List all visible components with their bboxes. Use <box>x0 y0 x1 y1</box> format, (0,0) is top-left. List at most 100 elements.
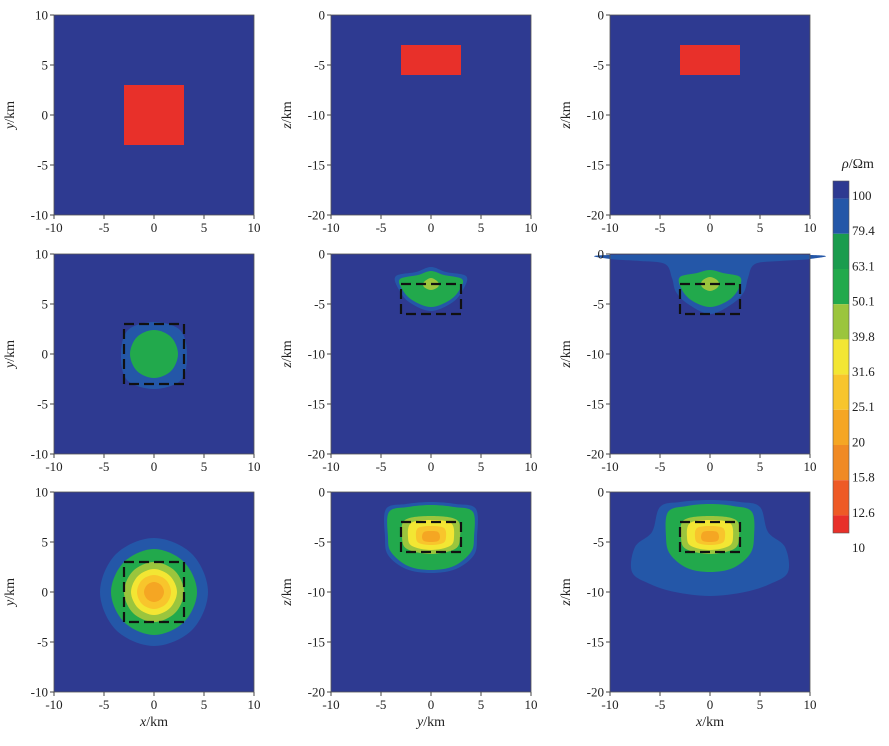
true-model-outline <box>678 282 742 316</box>
contour-level-20 <box>144 582 164 602</box>
colorbar-bin <box>833 339 849 375</box>
x-axis-unit: /km <box>423 715 445 730</box>
x-tick-label: 10 <box>804 220 817 235</box>
x-tick-label: -5 <box>655 459 666 474</box>
panel-r1c3: -10 -5 0 5 10 0 -5 -10 -15 -20 z/km <box>559 8 817 236</box>
x-tick-label: 5 <box>757 697 764 712</box>
y-axis-unit: /km <box>559 340 574 362</box>
y-tick-label: -15 <box>308 397 325 412</box>
y-axis-label: z/km <box>280 101 295 129</box>
colorbar-tick-label: 25.1 <box>852 399 875 414</box>
x-tick-label: -10 <box>45 459 62 474</box>
colorbar-tick-label: 31.6 <box>852 364 875 379</box>
y-tick-label: 5 <box>42 58 49 73</box>
contour-level-20 <box>701 531 719 542</box>
colorbar-tick-label: 15.8 <box>852 470 875 485</box>
y-tick-label: -5 <box>37 635 48 650</box>
y-axis-unit: /km <box>559 101 574 123</box>
colorbar-bin <box>833 269 849 305</box>
x-axis-variable: x <box>139 715 147 730</box>
y-tick-label: -10 <box>308 585 325 600</box>
x-tick-label: -5 <box>376 220 387 235</box>
y-tick-label: 5 <box>42 535 49 550</box>
true-model-outline <box>122 322 186 386</box>
y-tick-label: -5 <box>37 397 48 412</box>
panel-grid: -10 -5 0 5 10 10 5 0 -5 -10 y/km -10 -5 0 5 10 0 -5 -10 -15… <box>3 8 826 731</box>
x-tick-label: 10 <box>525 459 538 474</box>
x-axis-label: x/km <box>695 715 724 730</box>
x-tick-label: -5 <box>99 459 110 474</box>
anomaly-block <box>401 45 461 75</box>
x-tick-label: -10 <box>601 220 618 235</box>
y-axis-variable: y <box>3 599 18 608</box>
panel-r1c2: -10 -5 0 5 10 0 -5 -10 -15 -20 z/km <box>280 8 538 236</box>
x-tick-label: 0 <box>707 697 714 712</box>
colorbar-tick-labels: 100 79.4 63.1 50.1 39.8 31.6 25.1 20 15.8 12.6 10 <box>852 188 875 555</box>
colorbar-bin <box>833 374 849 410</box>
y-tick-label: -10 <box>587 108 604 123</box>
true-model-outline <box>399 520 463 554</box>
x-tick-label: -5 <box>376 459 387 474</box>
y-tick-label: 5 <box>42 297 49 312</box>
x-axis-label: x/km <box>139 715 168 730</box>
y-axis-label: y/km <box>3 578 18 608</box>
colorbar-bin <box>833 304 849 340</box>
x-axis-variable: y <box>415 715 424 730</box>
y-axis-unit: /km <box>280 101 295 123</box>
colorbar-tick-label: 39.8 <box>852 329 875 344</box>
y-axis-label: z/km <box>280 340 295 368</box>
y-tick-label: 10 <box>35 8 48 23</box>
colorbar-tick-label: 79.4 <box>852 223 875 238</box>
x-tick-label: -10 <box>45 220 62 235</box>
x-tick-label: -10 <box>322 220 339 235</box>
x-tick-label: 5 <box>201 220 208 235</box>
colorbar-frame <box>832 180 850 534</box>
colorbar-bins <box>832 180 850 534</box>
true-model-outline <box>678 520 742 554</box>
y-axis-unit: /km <box>559 578 574 600</box>
y-tick-label: -20 <box>308 208 325 223</box>
x-tick-label: -10 <box>601 459 618 474</box>
x-tick-label: 0 <box>428 697 435 712</box>
y-axis-variable: z <box>559 123 574 130</box>
y-tick-label: -15 <box>308 635 325 650</box>
panel-r3c2: -10 -5 0 5 100-5-10-15-20z/kmy/km <box>280 485 538 731</box>
y-tick-label: -20 <box>308 685 325 700</box>
colorbar-tick-label: 100 <box>852 188 872 203</box>
y-tick-label: -10 <box>587 347 604 362</box>
y-axis-label: z/km <box>559 340 574 368</box>
y-axis-label: y/km <box>3 101 18 131</box>
y-tick-label: 0 <box>598 247 605 262</box>
x-tick-label: -10 <box>322 697 339 712</box>
y-tick-label: -10 <box>308 347 325 362</box>
y-tick-label: -10 <box>308 108 325 123</box>
x-tick-label: 5 <box>757 220 764 235</box>
y-tick-label: -5 <box>593 58 604 73</box>
colorbar-tick-label: 50.1 <box>852 294 875 309</box>
y-tick-label: 0 <box>598 485 605 500</box>
y-tick-label: -5 <box>314 535 325 550</box>
y-tick-label: -5 <box>593 297 604 312</box>
x-tick-label: -10 <box>322 459 339 474</box>
y-tick-label: 0 <box>42 108 49 123</box>
y-tick-label: -10 <box>31 447 48 462</box>
colorbar-bin <box>833 181 849 199</box>
colorbar-bin <box>833 445 849 481</box>
x-tick-label: -5 <box>99 220 110 235</box>
y-axis-variable: z <box>559 600 574 607</box>
true-model-outline <box>122 560 186 624</box>
panel-r3c3: -10 -5 0 5 100-5-10-15-20z/kmx/km <box>559 485 817 731</box>
x-tick-label: 5 <box>478 220 485 235</box>
y-tick-label: 0 <box>42 585 49 600</box>
colorbar-bin <box>833 409 849 445</box>
x-tick-label: 10 <box>804 697 817 712</box>
y-tick-label: -5 <box>593 535 604 550</box>
x-tick-label: 5 <box>478 459 485 474</box>
panel-r2c3: -10 -5 0 5 10 0 -5 -10 -15 -20 z/km <box>559 247 826 474</box>
y-tick-label: -15 <box>308 158 325 173</box>
y-axis-unit: /km <box>280 578 295 600</box>
x-tick-label: -5 <box>376 697 387 712</box>
x-axis-unit: /km <box>702 715 724 730</box>
y-axis-variable: z <box>280 123 295 130</box>
